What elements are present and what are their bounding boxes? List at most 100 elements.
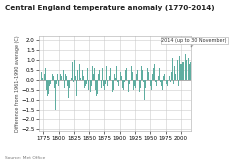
Bar	[64, 80, 65, 88]
Bar	[62, 62, 63, 80]
Bar	[83, 76, 84, 80]
Bar	[138, 80, 139, 84]
Bar	[170, 80, 171, 82]
Bar	[193, 80, 194, 90]
Bar	[80, 78, 81, 80]
Bar	[51, 80, 52, 88]
Bar	[48, 80, 49, 94]
Bar	[54, 80, 55, 88]
Bar	[185, 54, 186, 80]
Bar	[143, 80, 144, 82]
Bar	[132, 72, 133, 80]
Bar	[49, 80, 50, 86]
Bar	[126, 68, 127, 80]
Bar	[59, 80, 60, 82]
Bar	[58, 80, 59, 86]
Bar	[99, 70, 100, 80]
Bar	[106, 66, 107, 80]
Bar	[98, 74, 99, 80]
Bar	[158, 76, 159, 80]
Bar	[161, 80, 162, 86]
Bar	[77, 70, 78, 80]
Bar	[140, 80, 141, 88]
Bar	[79, 64, 80, 80]
Bar	[104, 80, 105, 90]
Bar	[72, 62, 73, 80]
Text: Central England temperature anomaly (1770-2014): Central England temperature anomaly (177…	[5, 5, 214, 11]
Bar	[112, 80, 113, 92]
Bar	[89, 72, 90, 80]
Bar	[118, 80, 119, 86]
Bar	[44, 74, 45, 80]
Bar	[52, 74, 53, 80]
Bar	[175, 74, 176, 80]
Bar	[179, 56, 180, 80]
Bar	[148, 72, 149, 80]
Bar	[93, 74, 94, 80]
Bar	[144, 80, 145, 100]
Bar	[163, 76, 164, 80]
Bar	[135, 80, 136, 88]
Bar	[86, 80, 87, 84]
Bar	[42, 78, 43, 80]
Bar	[53, 76, 54, 80]
Bar	[105, 80, 106, 84]
Bar	[155, 80, 156, 82]
Bar	[164, 74, 165, 80]
Bar	[102, 68, 103, 80]
Bar	[182, 62, 183, 80]
Bar	[180, 64, 181, 80]
Bar	[68, 80, 69, 98]
Bar	[169, 76, 170, 80]
Bar	[145, 80, 146, 88]
Bar	[121, 76, 122, 80]
Bar	[103, 80, 104, 86]
Bar	[47, 80, 48, 96]
Bar	[71, 78, 72, 80]
Text: Source: Met Office: Source: Met Office	[5, 156, 45, 160]
Bar	[183, 62, 184, 80]
Bar	[66, 76, 67, 80]
Text: 2014 (up to 30 November): 2014 (up to 30 November)	[161, 38, 227, 47]
Bar	[162, 80, 163, 90]
Bar	[130, 70, 131, 80]
Bar	[156, 80, 157, 86]
Bar	[117, 80, 118, 82]
Bar	[177, 60, 178, 80]
Bar	[41, 72, 42, 80]
Bar	[61, 76, 62, 80]
Bar	[95, 80, 96, 90]
Bar	[124, 80, 125, 82]
Bar	[129, 80, 130, 84]
Bar	[101, 80, 102, 88]
Bar	[150, 80, 151, 86]
Bar	[88, 80, 89, 90]
Bar	[60, 74, 61, 80]
Bar	[176, 66, 177, 80]
Bar	[110, 68, 111, 80]
Bar	[166, 80, 167, 84]
Bar	[109, 76, 110, 80]
Bar	[55, 80, 56, 110]
Bar	[90, 80, 91, 92]
Bar	[165, 68, 166, 80]
Bar	[82, 70, 83, 80]
Y-axis label: Difference from 1961-1990 average (C): Difference from 1961-1990 average (C)	[15, 35, 20, 132]
Bar	[188, 58, 189, 80]
Bar	[115, 78, 116, 80]
Bar	[74, 60, 75, 80]
Bar	[50, 80, 51, 84]
Bar	[45, 68, 46, 80]
Bar	[85, 80, 86, 86]
Bar	[128, 80, 129, 92]
Bar	[141, 66, 142, 80]
Bar	[67, 80, 68, 86]
Bar	[186, 60, 187, 80]
Bar	[134, 80, 135, 86]
Bar	[97, 80, 98, 94]
Bar	[147, 68, 148, 80]
Bar	[107, 80, 108, 86]
Bar	[191, 54, 192, 80]
Bar	[178, 80, 179, 86]
Bar	[96, 80, 97, 96]
